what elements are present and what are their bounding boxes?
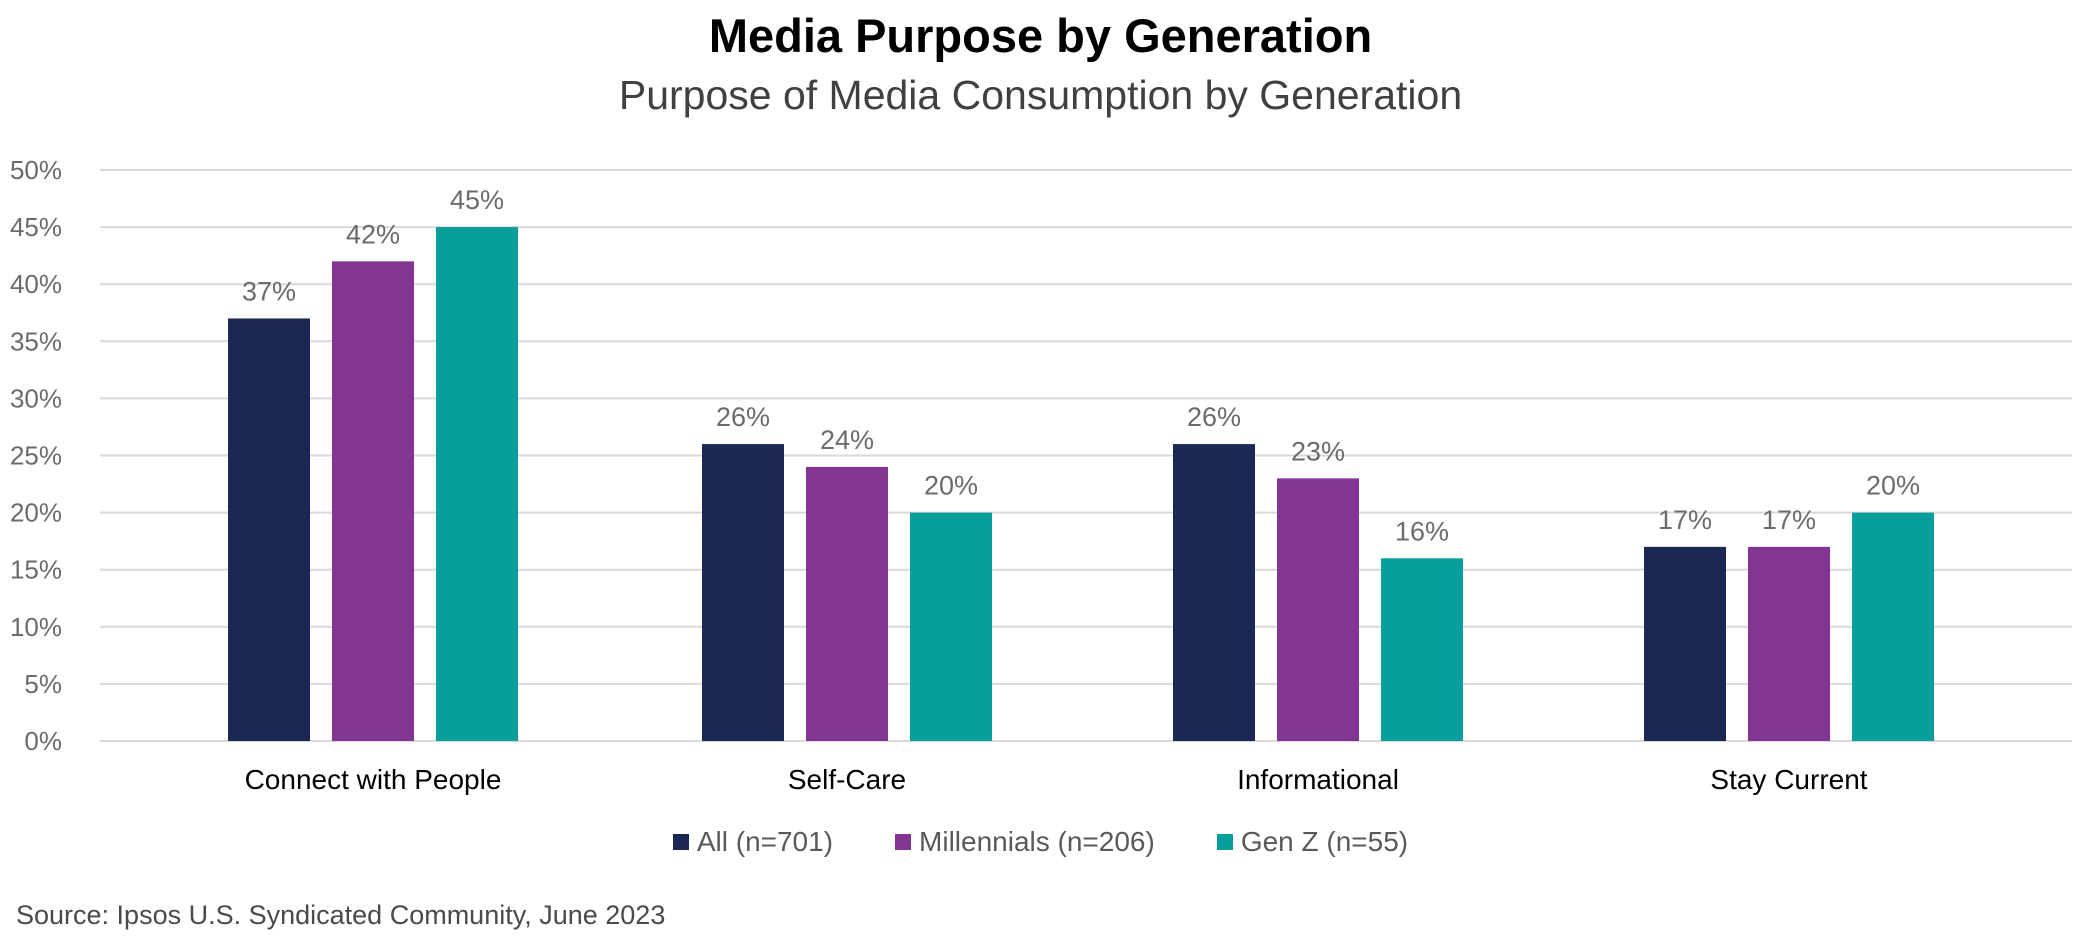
data-label: 23% <box>1291 436 1345 466</box>
legend-swatch <box>1216 834 1233 850</box>
data-label: 20% <box>924 471 978 501</box>
bar <box>1852 512 1934 741</box>
x-category-label: Connect with People <box>245 764 502 795</box>
x-category-label: Informational <box>1237 764 1399 795</box>
data-label: 45% <box>450 185 504 215</box>
y-tick-label: 35% <box>10 326 62 356</box>
x-category-label: Stay Current <box>1710 764 1867 795</box>
data-label: 17% <box>1762 505 1816 535</box>
legend-item: All (n=701) <box>672 826 834 858</box>
legend-label: Gen Z (n=55) <box>1240 826 1409 857</box>
chart-legend: All (n=701) Millennials (n=206) Gen Z (n=5… <box>0 826 2081 858</box>
bar <box>228 318 310 741</box>
y-tick-label: 50% <box>10 155 62 185</box>
bar <box>1748 546 1830 741</box>
bar <box>436 227 518 742</box>
data-label: 26% <box>1187 402 1241 432</box>
y-tick-label: 40% <box>10 269 62 299</box>
data-label: 24% <box>820 425 874 455</box>
y-tick-label: 15% <box>10 555 62 585</box>
legend-swatch <box>895 834 912 850</box>
bar <box>910 512 992 741</box>
y-tick-label: 5% <box>24 669 62 699</box>
bar <box>332 261 414 741</box>
source-note: Source: Ipsos U.S. Syndicated Community,… <box>16 900 666 930</box>
y-tick-label: 10% <box>10 612 62 642</box>
data-label: 26% <box>716 402 770 432</box>
bar <box>806 466 888 741</box>
data-label: 17% <box>1658 505 1712 535</box>
data-label: 16% <box>1395 516 1449 546</box>
legend-label: Millennials (n=206) <box>919 826 1155 857</box>
data-label: 37% <box>242 276 296 306</box>
bar <box>1277 478 1359 741</box>
data-label: 42% <box>346 219 400 249</box>
bar <box>1381 558 1463 741</box>
bar <box>702 444 784 741</box>
chart-title: Media Purpose by Generation <box>708 9 1373 62</box>
legend-swatch <box>672 834 689 850</box>
y-tick-label: 30% <box>10 383 62 413</box>
bar-chart: 0% 5% 10% 15% 20% 25% 30% 35% 40% 45% 50% 37% 42% 45%… <box>10 155 2072 795</box>
y-tick-label: 45% <box>10 212 62 242</box>
bar <box>1173 444 1255 741</box>
y-tick-label: 0% <box>24 726 62 756</box>
legend-item: Millennials (n=206) <box>895 826 1155 858</box>
y-tick-label: 25% <box>10 441 62 471</box>
bar <box>1644 546 1726 741</box>
y-tick-label: 20% <box>10 498 62 528</box>
legend-label: All (n=701) <box>696 826 834 857</box>
legend-item: Gen Z (n=55) <box>1216 826 1409 858</box>
chart-subtitle: Purpose of Media Consumption by Generati… <box>618 72 1463 118</box>
data-label: 20% <box>1866 471 1920 501</box>
x-category-label: Self-Care <box>788 764 906 795</box>
